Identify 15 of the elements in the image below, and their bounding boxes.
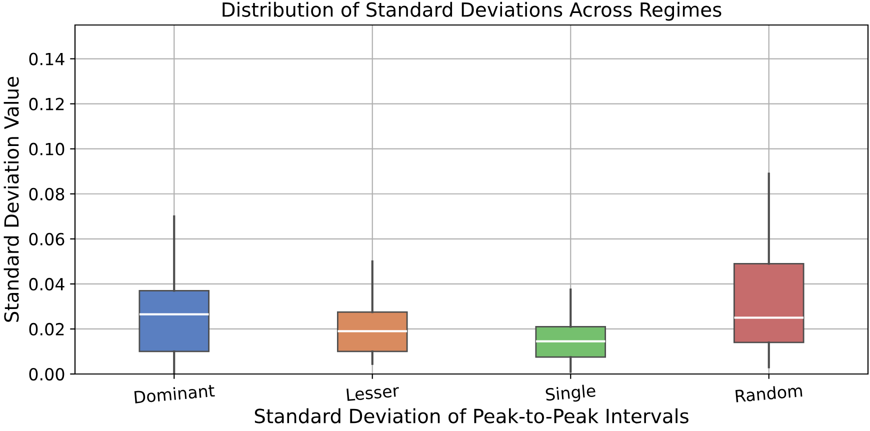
y-tick-label: 0.04 [29,278,64,291]
y-tick-label: 0.02 [29,322,64,336]
x-axis-title: Standard Deviation of Peak-to-Peak Intervals [254,408,688,424]
y-tick-label: 0.10 [29,142,64,156]
y-tick-label: 0.06 [29,232,64,246]
x-tick-label: Random [735,384,802,402]
y-tick-label: 0.14 [29,52,64,66]
y-tick-label: 0.12 [29,98,64,110]
x-tick-label: Lesser [346,384,400,402]
x-tick-label: Single [545,384,596,404]
x-tick-label: Dominant [134,384,215,404]
y-axis-title: Standard Deviation Value [4,76,19,322]
y-tick-label: 0.08 [29,188,64,200]
chart-title: Distribution of Standard Deviations Across Regimes [222,2,722,21]
y-tick-label: 0.00 [29,368,64,381]
